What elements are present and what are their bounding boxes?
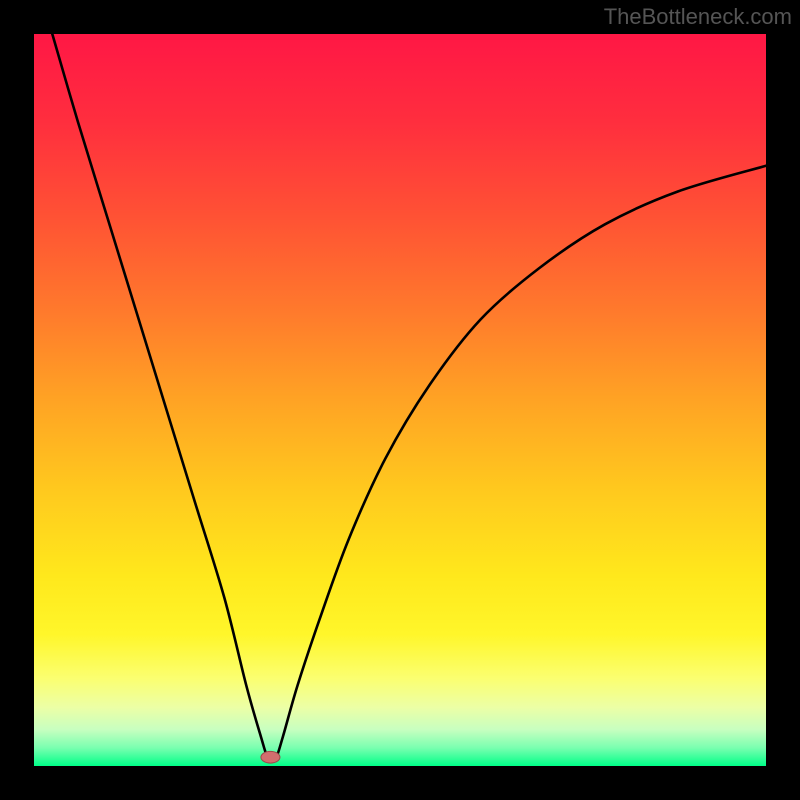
plot-background (34, 34, 766, 766)
bottleneck-chart (0, 0, 800, 800)
optimal-point-marker (261, 751, 280, 763)
chart-container: TheBottleneck.com (0, 0, 800, 800)
